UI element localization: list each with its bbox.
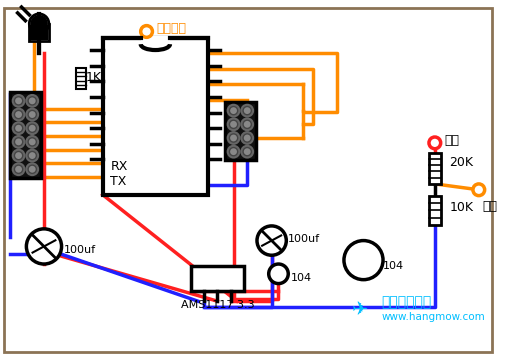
Circle shape [26, 150, 38, 161]
Circle shape [230, 135, 237, 141]
Circle shape [15, 166, 22, 173]
Circle shape [26, 95, 38, 107]
Circle shape [26, 136, 38, 148]
Circle shape [13, 122, 24, 134]
Circle shape [241, 118, 253, 130]
Circle shape [228, 118, 239, 130]
Bar [30, 24, 48, 40]
Circle shape [26, 229, 61, 264]
Circle shape [473, 184, 485, 195]
Circle shape [13, 163, 24, 175]
Circle shape [29, 152, 36, 159]
Circle shape [230, 121, 237, 128]
Text: 104: 104 [383, 261, 404, 271]
Circle shape [15, 111, 22, 118]
Circle shape [29, 111, 36, 118]
Circle shape [244, 107, 250, 114]
Circle shape [29, 166, 36, 173]
Bar [429, 153, 440, 184]
Text: TX: TX [110, 175, 127, 188]
Text: 电池: 电池 [444, 134, 460, 147]
Circle shape [29, 125, 36, 132]
Bar [429, 195, 440, 225]
Text: 电压: 电压 [483, 199, 498, 212]
Circle shape [29, 14, 49, 33]
Circle shape [13, 95, 24, 107]
Bar [103, 38, 208, 195]
Circle shape [230, 148, 237, 155]
Circle shape [15, 98, 22, 104]
Circle shape [15, 125, 22, 132]
Circle shape [26, 122, 38, 134]
Text: ✈: ✈ [352, 300, 368, 319]
Circle shape [230, 107, 237, 114]
Circle shape [241, 105, 253, 117]
Text: www.hangmow.com: www.hangmow.com [381, 312, 485, 322]
Text: 10K: 10K [450, 201, 473, 214]
Circle shape [244, 135, 250, 141]
Circle shape [241, 146, 253, 158]
Text: 1K: 1K [86, 71, 102, 84]
Circle shape [241, 132, 253, 144]
Circle shape [141, 26, 152, 37]
Bar [190, 266, 244, 291]
Circle shape [244, 121, 250, 128]
Bar [29, 24, 49, 41]
Circle shape [244, 148, 250, 155]
Bar [225, 102, 256, 161]
Text: 爱飞航模论坛: 爱飞航模论坛 [381, 295, 431, 309]
Bar [76, 68, 86, 89]
Text: 20K: 20K [450, 156, 473, 169]
Bar [141, 36, 170, 50]
Circle shape [13, 109, 24, 120]
Circle shape [228, 146, 239, 158]
Circle shape [26, 163, 38, 175]
Circle shape [257, 226, 287, 255]
Bar [10, 92, 41, 178]
Circle shape [429, 137, 440, 149]
Text: 100uf: 100uf [288, 234, 321, 244]
Text: RX: RX [110, 161, 128, 174]
Circle shape [30, 15, 48, 32]
Circle shape [15, 152, 22, 159]
Circle shape [29, 98, 36, 104]
Circle shape [13, 150, 24, 161]
Text: AMS1117 3.3: AMS1117 3.3 [181, 300, 255, 310]
Circle shape [269, 264, 288, 284]
Text: 电压测量: 电压测量 [156, 22, 186, 35]
Text: 104: 104 [291, 273, 312, 283]
Circle shape [15, 139, 22, 145]
Text: 100uf: 100uf [64, 246, 96, 255]
Circle shape [13, 136, 24, 148]
Circle shape [29, 139, 36, 145]
Circle shape [26, 109, 38, 120]
Circle shape [344, 240, 383, 280]
Circle shape [228, 105, 239, 117]
Circle shape [228, 132, 239, 144]
